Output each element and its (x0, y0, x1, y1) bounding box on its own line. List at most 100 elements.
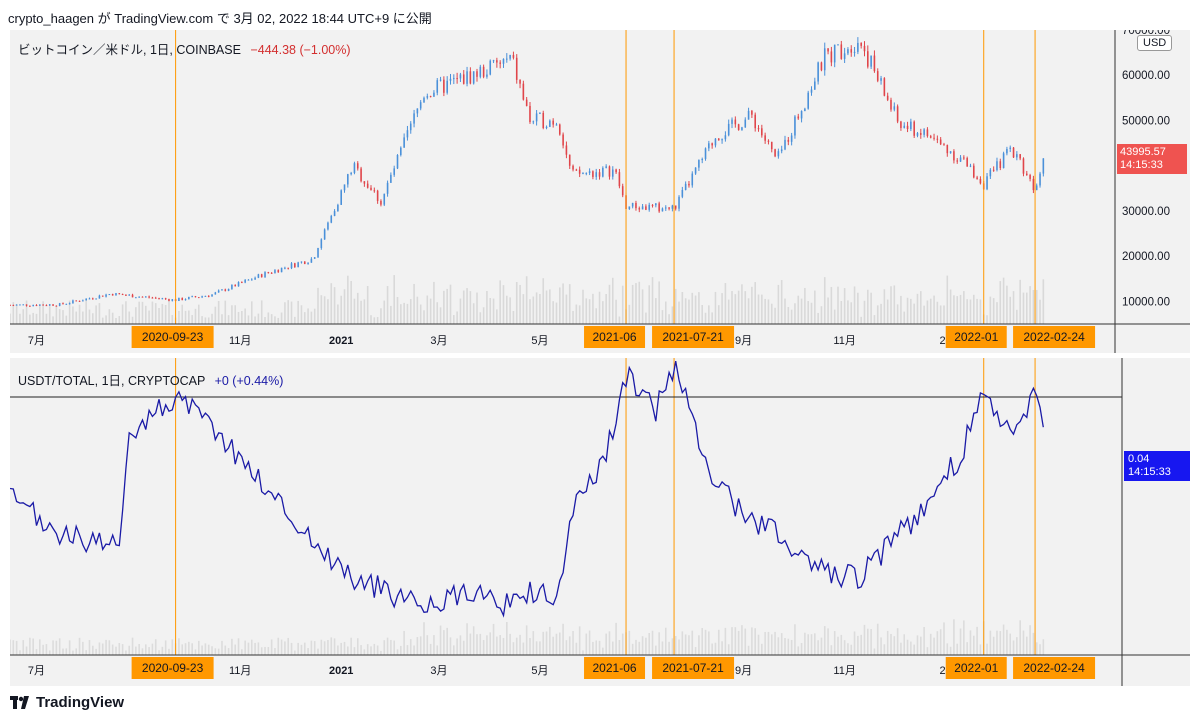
candle-body (373, 190, 376, 192)
usdt-volume-bar (757, 634, 760, 655)
usdt-volume-bar (519, 634, 521, 655)
candle-body (472, 71, 475, 84)
btc-price-pane[interactable]: 70000.0060000.0050000.0040000.0030000.00… (9, 25, 1190, 353)
volume-bar (1002, 277, 1005, 324)
candle-body (734, 119, 737, 125)
usdt-symbol-label: USDT/TOTAL, 1日, CRYPTOCAP (18, 374, 206, 388)
usdt-volume-bar (144, 644, 147, 655)
candle-body (916, 133, 919, 136)
usdt-volume-bar (111, 644, 114, 655)
candle-body (48, 304, 51, 306)
candle-body (963, 157, 965, 159)
usdt-volume-bar (303, 642, 306, 655)
usdt-volume-bar (658, 632, 660, 655)
candle-body (529, 105, 531, 122)
candle-body (532, 121, 535, 123)
currency-button[interactable]: USD (1137, 35, 1173, 51)
usdt-volume-bar (611, 641, 614, 655)
usdt-volume-bar (923, 627, 925, 655)
usdt-volume-bar (847, 643, 849, 655)
volume-bar (814, 290, 816, 324)
usdt-volume-bar (25, 646, 28, 655)
usdt-volume-bar (837, 636, 839, 655)
usdt-volume-bar (125, 650, 127, 655)
candle-body (1029, 174, 1031, 179)
candle-body (876, 71, 879, 81)
candle-body (691, 173, 694, 186)
volume-bar (684, 298, 687, 324)
usdt-volume-bar (108, 640, 111, 655)
candle-body (443, 79, 445, 93)
volume-bar (741, 284, 743, 324)
usdt-volume-bar (810, 634, 813, 655)
usdt-volume-bar (75, 648, 78, 655)
candle-body (618, 172, 621, 187)
candle-body (320, 239, 323, 249)
usdt-volume-bar (870, 629, 872, 655)
volume-bar (638, 281, 641, 324)
candle-body (996, 161, 998, 171)
btc-date-marker (584, 326, 646, 348)
candle-body (972, 165, 975, 178)
usdt-volume-bar (939, 629, 942, 655)
volume-bar (135, 307, 137, 324)
volume-bar (360, 300, 362, 324)
usdt-volume-bar (231, 638, 233, 655)
candle-body (757, 128, 760, 130)
usdt-x-tick: 7月 (28, 665, 45, 677)
volume-bar (62, 310, 64, 324)
volume-bar (9, 313, 11, 324)
usdt-countdown: 14:15:33 (1128, 466, 1171, 478)
usdt-chart-svg[interactable]: 7月911月20213月5月9月11月20 2020-09-232021-062… (9, 358, 1190, 686)
volume-bar (1035, 289, 1038, 324)
volume-bar (380, 308, 382, 324)
candle-body (1019, 154, 1021, 159)
candle-body (708, 143, 710, 149)
candle-body (770, 141, 773, 150)
candle-body (681, 189, 684, 197)
btc-date-marker (945, 326, 1007, 348)
tradingview-logo[interactable]: TradingView (10, 694, 124, 711)
usdt-volume-bar (55, 640, 58, 655)
volume-bar (164, 305, 167, 324)
candle-body (419, 102, 422, 109)
volume-bar (896, 304, 899, 324)
volume-bar (125, 301, 127, 324)
usdt-volume-bar (638, 641, 641, 655)
usdt-volume-bar (731, 627, 733, 655)
volume-bar (260, 300, 263, 324)
volume-bar (651, 277, 654, 324)
candle-body (340, 190, 342, 205)
volume-bar (78, 304, 81, 324)
usdt-volume-bar (135, 646, 137, 655)
candle-body (241, 282, 243, 284)
candle-body (449, 78, 452, 81)
candle-body (956, 160, 959, 162)
volume-bar (966, 299, 968, 324)
candle-body (585, 172, 588, 174)
volume-bar (168, 300, 170, 324)
usdt-volume-bar (890, 633, 892, 655)
usdt-volume-bar (65, 648, 68, 655)
candle-body (128, 294, 131, 296)
candle-body (98, 295, 101, 299)
usdt-volume-bar (227, 648, 230, 655)
usdt-volume-bar (366, 644, 369, 655)
volume-bar (72, 306, 74, 324)
btc-x-tick: 2021 (329, 335, 353, 347)
usdt-dominance-pane[interactable]: 7月911月20213月5月9月11月20 2020-09-232021-062… (9, 358, 1190, 686)
usdt-volume-bar (436, 645, 439, 655)
usdt-volume-bar (767, 631, 770, 655)
usdt-volume-bar (853, 631, 856, 655)
candle-body (817, 62, 819, 82)
usdt-volume-bar (98, 642, 101, 655)
volume-bar (400, 304, 402, 324)
usdt-volume-bar (976, 626, 978, 655)
candle-body (131, 294, 134, 298)
btc-chart-svg[interactable]: 70000.0060000.0050000.0040000.0030000.00… (9, 25, 1190, 353)
candle-body (886, 95, 889, 100)
usdt-volume-bar (741, 625, 743, 655)
volume-bar (506, 295, 508, 324)
candle-body (409, 123, 412, 131)
volume-bar (1012, 291, 1015, 324)
